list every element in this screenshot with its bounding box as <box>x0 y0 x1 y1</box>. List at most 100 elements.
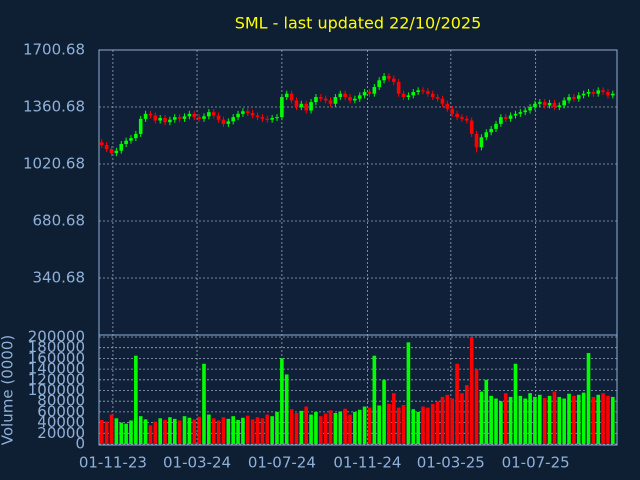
candle-body <box>265 118 270 120</box>
volume-bar <box>581 392 586 444</box>
candle-body <box>533 103 537 108</box>
volume-bar <box>304 406 308 444</box>
volume-tick-label: 20000 <box>37 424 85 442</box>
candle-body <box>172 117 177 120</box>
volume-bar <box>503 393 508 444</box>
volume-bar <box>538 394 542 444</box>
candle-body <box>387 76 391 79</box>
volume-bar <box>163 419 167 444</box>
candle-body <box>153 115 158 121</box>
volume-bar <box>343 408 347 444</box>
volume-bar <box>484 379 489 444</box>
candle-body <box>323 98 328 101</box>
volume-bar <box>450 398 455 444</box>
volume-bar <box>377 405 382 444</box>
volume-bar <box>367 407 372 444</box>
candle-body <box>484 132 489 138</box>
volume-bar <box>406 342 411 444</box>
volume-bar <box>562 398 566 444</box>
volume-bar <box>211 418 216 444</box>
volume-bar <box>372 355 377 444</box>
volume-tick-label: 180000 <box>28 338 85 356</box>
candle-body <box>348 97 352 101</box>
volume-bar <box>226 418 231 444</box>
volume-bar <box>401 404 406 444</box>
candle-body <box>518 112 523 114</box>
volume-bar <box>435 401 440 444</box>
volume-bar <box>314 411 318 444</box>
volume-bar <box>236 419 240 444</box>
volume-bar <box>241 417 245 444</box>
candle-body <box>226 121 231 124</box>
candle-body <box>353 98 357 101</box>
volume-bar <box>148 425 153 444</box>
volume-bar <box>552 391 557 444</box>
volume-bar <box>392 393 396 444</box>
candle-body <box>168 119 172 123</box>
candle-body <box>401 93 406 98</box>
chart-title: SML - last updated 22/10/2025 <box>235 14 482 33</box>
candle-body <box>455 113 459 118</box>
candle-body <box>435 97 440 99</box>
volume-bar <box>479 391 484 444</box>
volume-bar <box>104 421 109 444</box>
candle-body <box>255 115 260 118</box>
volume-bar <box>250 419 255 444</box>
volume-bar <box>533 396 537 444</box>
candle-body <box>211 112 216 116</box>
candle-body <box>134 133 138 139</box>
volume-tick-label: 160000 <box>28 349 85 367</box>
volume-bar <box>348 414 352 444</box>
volume-bar <box>591 396 596 444</box>
volume-bar <box>192 419 197 444</box>
volume-bar <box>601 393 605 444</box>
volume-bar <box>328 410 333 444</box>
candle-body <box>362 92 367 96</box>
y-tick-label: 340.68 <box>33 269 86 287</box>
candle-body <box>299 103 304 108</box>
volume-bar <box>255 417 260 444</box>
candle-body <box>99 142 104 146</box>
candle-body <box>221 119 226 124</box>
candle-body <box>479 137 484 148</box>
volume-bar <box>445 394 450 444</box>
volume-bar <box>333 412 338 444</box>
volume-bar <box>168 417 172 444</box>
candle-body <box>542 102 547 106</box>
candle-body <box>611 93 615 96</box>
candle-body <box>489 128 493 133</box>
volume-bar <box>430 403 435 444</box>
volume-bar <box>465 385 469 444</box>
volume-bar <box>518 395 523 444</box>
volume-tick-label: 80000 <box>37 392 85 410</box>
candle-body <box>289 93 294 101</box>
volume-bar <box>586 353 591 444</box>
volume-bar <box>138 416 143 444</box>
candle-body <box>382 76 386 81</box>
volume-bar <box>319 416 323 444</box>
x-tick-label: 01-03-24 <box>163 454 231 472</box>
x-tick-label: 01-11-24 <box>333 454 401 472</box>
volume-bar <box>528 393 532 444</box>
candle-body <box>581 93 586 96</box>
candle-body <box>357 95 362 99</box>
candle-body <box>202 116 206 119</box>
candle-body <box>182 116 187 119</box>
volume-axis-label: Volume (0000) <box>0 335 17 445</box>
candle-body <box>367 92 372 94</box>
candle-body <box>333 97 338 104</box>
volume-bar <box>576 394 581 444</box>
volume-bar <box>309 414 313 444</box>
candle-body <box>309 102 313 111</box>
volume-bar <box>202 363 206 444</box>
volume-bar <box>182 416 187 444</box>
candle-body <box>114 150 119 154</box>
volume-bar <box>119 422 124 444</box>
volume-bar <box>172 418 177 444</box>
volume-bar <box>513 363 518 444</box>
candle-body <box>338 93 343 98</box>
volume-bar <box>426 407 430 444</box>
candle-body <box>586 92 591 94</box>
volume-bar <box>596 394 601 444</box>
